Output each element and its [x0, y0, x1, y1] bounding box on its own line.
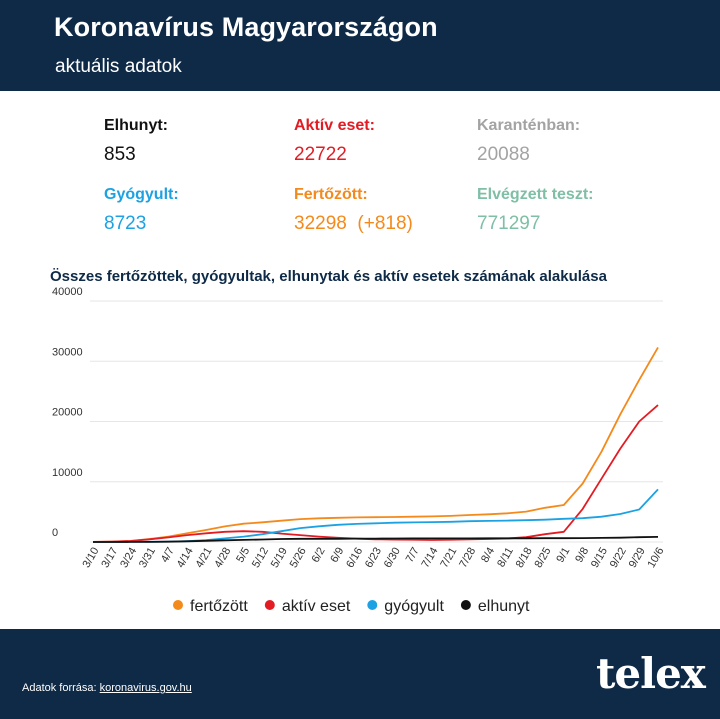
page-title: Koronavírus Magyarországon	[54, 12, 438, 42]
x-tick-label: 6/16	[344, 546, 365, 571]
stat-elhunyt-label: Elhunyt:	[104, 117, 168, 134]
x-tick-label: 9/29	[627, 546, 648, 571]
x-tick-label: 5/26	[288, 546, 309, 571]
x-tick-label: 4/21	[193, 546, 214, 571]
y-tick-label: 40000	[52, 286, 83, 298]
header-banner: Koronavírus Magyarországon aktuális adat…	[0, 0, 720, 91]
page-subtitle: aktuális adatok	[55, 56, 182, 77]
x-tick-label: 3/24	[118, 546, 139, 571]
x-tick-label: 8/25	[532, 546, 553, 571]
x-tick-label: 3/17	[99, 546, 120, 571]
x-tick-label: 6/23	[363, 546, 384, 571]
x-tick-label: 9/1	[554, 546, 572, 565]
stat-fertozott: Fertőzött: 32298 (+818)	[294, 186, 413, 235]
stat-elhunyt: Elhunyt: 853	[104, 117, 168, 166]
stat-karanten-label: Karanténban:	[477, 117, 581, 134]
stat-gyogyult-value: 8723	[104, 213, 147, 234]
stat-gyogyult: Gyógyult: 8723	[104, 186, 179, 235]
y-tick-label: 30000	[52, 346, 83, 358]
x-tick-label: 3/31	[137, 546, 158, 571]
series-line-elhunyt	[93, 536, 659, 543]
legend-marker	[367, 600, 378, 610]
x-tick-label: 7/7	[404, 546, 422, 565]
stat-fertozott-value-row: 32298 (+818)	[294, 213, 413, 235]
stat-aktiv: Aktív eset: 22722	[294, 117, 375, 166]
x-tick-label: 6/30	[382, 546, 403, 571]
stat-fertozott-label: Fertőzött:	[294, 186, 368, 203]
x-tick-label: 5/19	[269, 546, 290, 571]
stat-aktiv-value: 22722	[294, 144, 347, 165]
x-tick-label: 6/9	[328, 546, 346, 565]
stat-karanten-value: 20088	[477, 144, 530, 165]
stat-karanten: Karanténban: 20088	[477, 117, 580, 166]
stat-elhunyt-value: 853	[104, 144, 136, 165]
legend-marker	[460, 600, 471, 610]
x-tick-label: 8/4	[479, 546, 497, 565]
x-tick-label: 5/12	[250, 546, 271, 571]
stat-teszt-label: Elvégzett teszt:	[477, 186, 594, 203]
x-tick-label: 8/11	[495, 546, 516, 570]
chart-title: Összes fertőzöttek, gyógyultak, elhunyta…	[50, 268, 607, 285]
x-tick-label: 9/22	[608, 546, 629, 571]
x-tick-label: 4/14	[175, 546, 196, 571]
x-tick-label: 9/8	[573, 546, 591, 565]
stat-teszt: Elvégzett teszt: 771297	[477, 186, 593, 235]
x-tick-label: 7/21	[438, 546, 459, 571]
legend-label: elhunyt	[478, 598, 530, 615]
x-tick-label: 4/7	[159, 546, 177, 565]
footer-banner: Adatok forrása: koronavirus.gov.hu telex	[0, 629, 720, 719]
line-chart: 40000 30000 20000 10000 0 3/103/173/243/31 4/7…	[52, 286, 667, 615]
x-tick-label: 7/14	[419, 546, 440, 571]
stat-fertozott-delta: (+818)	[357, 213, 413, 234]
x-tick-label: 4/28	[212, 546, 233, 571]
stat-aktiv-label: Aktív eset:	[294, 117, 375, 134]
y-tick-label: 0	[52, 527, 58, 539]
y-tick-label: 20000	[52, 407, 83, 419]
stat-teszt-value: 771297	[477, 213, 541, 234]
stat-fertozott-value: 32298	[294, 213, 347, 234]
y-tick-label: 10000	[52, 467, 83, 479]
x-tick-label: 9/15	[589, 546, 610, 571]
x-tick-label: 3/10	[80, 546, 101, 571]
series-line-fertőzött	[92, 346, 659, 543]
x-tick-label: 10/6	[645, 546, 666, 571]
x-tick-label: 5/5	[234, 546, 252, 565]
series-line-aktív eset	[92, 404, 659, 543]
source-label: Adatok forrása:	[22, 682, 97, 694]
stat-gyogyult-label: Gyógyult:	[104, 186, 179, 203]
legend-marker	[264, 600, 275, 610]
legend-label: fertőzött	[190, 598, 248, 615]
legend-label: gyógyult	[384, 598, 444, 615]
source-note: Adatok forrása: koronavirus.gov.hu	[22, 682, 192, 694]
legend-marker	[173, 600, 183, 610]
telex-logo: telex	[596, 649, 706, 698]
source-link[interactable]: koronavirus.gov.hu	[99, 682, 192, 694]
legend-label: aktív eset	[282, 598, 351, 615]
x-tick-label: 6/2	[310, 546, 328, 565]
x-tick-label: 7/28	[457, 546, 478, 571]
x-tick-label: 8/18	[514, 546, 535, 571]
